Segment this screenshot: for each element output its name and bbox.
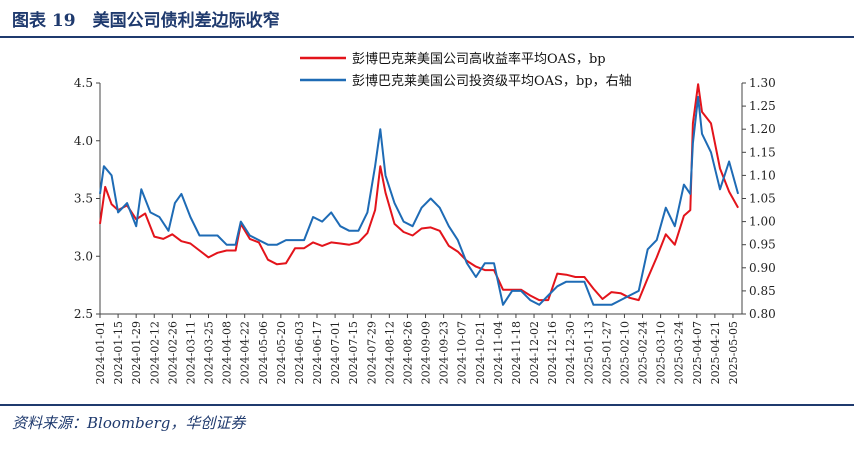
right-tick-label: 1.20 [749,122,776,136]
right-tick-label: 1.30 [749,76,776,90]
right-tick-label: 1.10 [749,168,776,182]
x-tick-label: 2024-12-16 [546,321,559,384]
x-tick-label: 2024-12-02 [528,321,541,384]
x-tick-label: 2024-09-23 [438,321,451,384]
left-tick-label: 4.5 [74,76,93,90]
left-tick-label: 2.5 [74,307,93,321]
x-tick-label: 2025-02-10 [618,321,631,384]
x-tick-label: 2024-07-15 [347,321,360,384]
right-tick-label: 0.90 [749,261,776,275]
x-tick-label: 2024-08-12 [383,321,396,384]
x-tick-label: 2025-01-13 [582,321,595,384]
x-tick-label: 2024-04-08 [221,321,234,384]
x-tick-label: 2024-11-04 [492,321,505,384]
x-tick-label: 2024-02-12 [148,321,161,384]
x-tick-label: 2024-03-25 [203,321,216,384]
series-group [99,83,740,306]
source-note: 资料来源：Bloomberg，华创证券 [12,414,246,432]
x-axis: 2024-01-01 2024-01-15 2024-01-29 2024-02-12… [94,313,742,384]
footer-rule [0,404,854,406]
x-tick-label: 2025-01-27 [600,321,613,384]
title-rule [0,36,854,38]
left-tick-label: 3.0 [74,249,93,263]
x-tick-label: 2025-05-05 [727,321,740,384]
right-tick-label: 1.00 [749,215,776,229]
x-tick-label: 2024-01-29 [130,321,143,384]
x-tick-label: 2024-03-11 [184,321,197,384]
legend: 彭博巴克莱美国公司高收益率平均OAS，bp 彭博巴克莱美国公司投资级平均OAS，b… [300,51,632,89]
figure-title: 图表 19 美国公司债利差边际收窄 [12,11,280,31]
x-tick-label: 2024-06-03 [293,321,306,384]
right-tick-label: 1.15 [749,145,776,159]
x-tick-label: 2025-03-24 [673,321,686,384]
right-tick-label: 1.05 [749,192,776,206]
left-tick-label: 3.5 [74,192,93,206]
left-tick-label: 4.0 [74,134,93,148]
right-tick-label: 1.25 [749,99,776,113]
x-tick-label: 2024-05-20 [275,321,288,384]
right-y-axis: 0.80 0.85 0.90 0.95 1.00 1.05 1.10 1.15 1.20 1.25… [741,76,776,321]
x-tick-label: 2024-10-21 [474,321,487,384]
left-y-axis: 2.5 3.0 3.5 4.0 4.5 [74,76,101,321]
x-tick-label: 2024-10-07 [456,321,469,384]
x-tick-label: 2024-08-26 [401,321,414,384]
legend-label: 彭博巴克莱美国公司投资级平均OAS，bp，右轴 [352,73,632,89]
right-tick-label: 0.95 [749,238,776,252]
x-tick-label: 2025-03-10 [655,321,668,384]
x-tick-label: 2024-06-17 [311,321,324,384]
x-tick-label: 2024-04-22 [239,321,252,384]
x-tick-label: 2024-07-29 [365,321,378,384]
high-yield-oas-line [99,83,739,302]
x-tick-label: 2025-02-24 [637,321,650,384]
spread-line-chart: 彭博巴克莱美国公司高收益率平均OAS，bp 彭博巴克莱美国公司投资级平均OAS，b… [74,51,776,384]
x-tick-label: 2024-01-01 [94,321,107,384]
x-tick-label: 2024-12-30 [564,321,577,384]
x-tick-label: 2024-01-15 [112,321,125,384]
x-tick-label: 2025-04-07 [691,321,704,384]
right-tick-label: 0.85 [749,284,776,298]
x-tick-label: 2024-07-01 [329,321,342,384]
investment-grade-oas-line [99,95,740,306]
x-tick-label: 2024-11-18 [510,321,523,384]
x-tick-label: 2024-05-06 [257,321,270,384]
x-tick-label: 2025-04-21 [709,321,722,384]
right-tick-label: 0.80 [749,307,776,321]
legend-label: 彭博巴克莱美国公司高收益率平均OAS，bp [352,51,606,67]
x-tick-label: 2024-09-09 [420,321,433,384]
x-tick-label: 2024-02-26 [166,321,179,384]
